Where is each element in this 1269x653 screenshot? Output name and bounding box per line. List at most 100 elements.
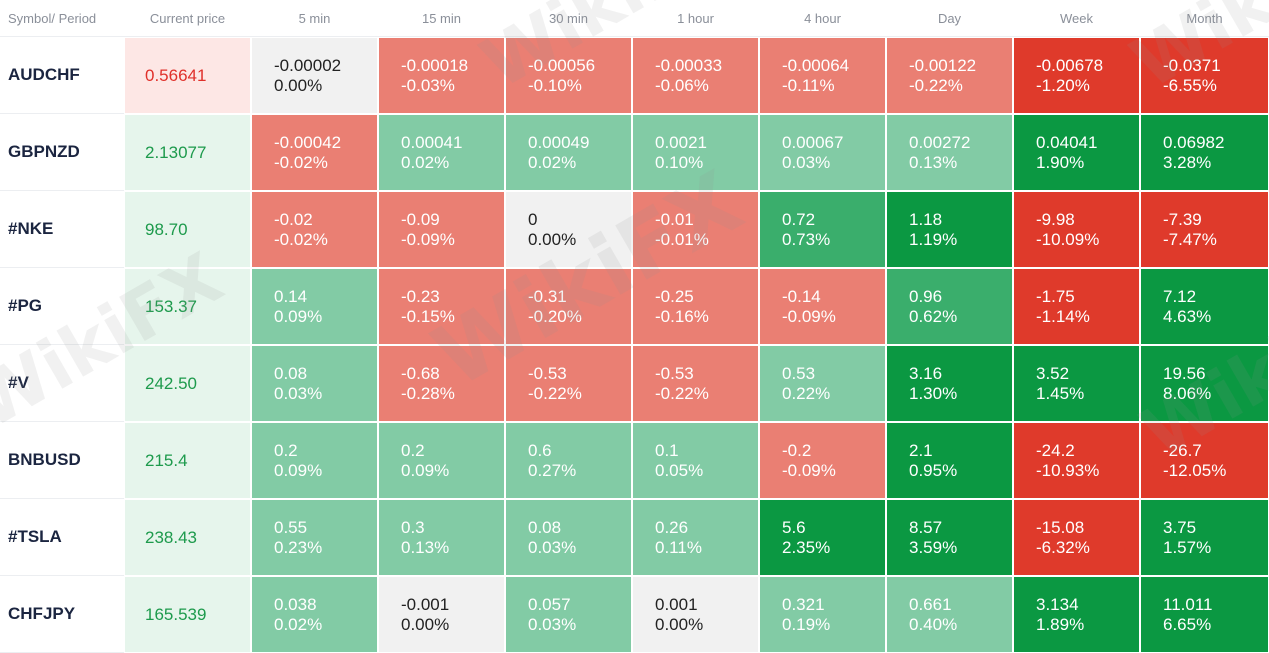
- change-value: 0.057: [528, 594, 571, 614]
- symbol-label[interactable]: GBPNZD: [0, 114, 124, 191]
- change-percent: 0.40%: [909, 614, 958, 634]
- symbol-label[interactable]: AUDCHF: [0, 37, 124, 114]
- change-value: 1.18: [909, 209, 943, 229]
- change-percent: 6.65%: [1163, 614, 1212, 634]
- change-value: -0.68: [401, 363, 440, 383]
- symbol-label[interactable]: BNBUSD: [0, 422, 124, 499]
- change-cell: -7.39 -7.47%: [1140, 191, 1269, 268]
- change-percent: 0.02%: [528, 152, 577, 172]
- change-cell: -15.08 -6.32%: [1013, 499, 1140, 576]
- change-percent: 1.30%: [909, 383, 958, 403]
- change-value: 0.00041: [401, 132, 463, 152]
- change-value: 3.75: [1163, 517, 1197, 537]
- change-percent: -10.93%: [1036, 460, 1100, 480]
- change-percent: 0.73%: [782, 229, 831, 249]
- change-value: 0.2: [274, 440, 298, 460]
- change-cell: 0.04041 1.90%: [1013, 114, 1140, 191]
- change-value: -0.01: [655, 209, 694, 229]
- change-percent: -6.32%: [1036, 537, 1090, 557]
- change-cell: -0.23 -0.15%: [378, 268, 505, 345]
- change-value: 0: [528, 209, 538, 229]
- change-cell: 0.3 0.13%: [378, 499, 505, 576]
- change-value: -0.00122: [909, 55, 977, 75]
- change-cell: 0.55 0.23%: [251, 499, 378, 576]
- change-percent: -0.09%: [401, 229, 455, 249]
- symbol-label[interactable]: #V: [0, 345, 124, 422]
- change-value: -0.00678: [1036, 55, 1104, 75]
- change-value: 0.661: [909, 594, 952, 614]
- change-cell: 0.038 0.02%: [251, 576, 378, 653]
- change-value: 0.038: [274, 594, 317, 614]
- change-percent: 0.27%: [528, 460, 577, 480]
- change-cell: -0.00002 0.00%: [251, 37, 378, 114]
- change-percent: 0.02%: [401, 152, 450, 172]
- change-cell: -0.68 -0.28%: [378, 345, 505, 422]
- change-cell: -0.00018 -0.03%: [378, 37, 505, 114]
- change-value: 19.56: [1163, 363, 1206, 383]
- change-cell: -26.7 -12.05%: [1140, 422, 1269, 499]
- change-value: 3.52: [1036, 363, 1070, 383]
- change-percent: 1.19%: [909, 229, 958, 249]
- change-percent: 0.00%: [401, 614, 450, 634]
- current-price-cell: 98.70: [124, 191, 251, 268]
- change-cell: 19.56 8.06%: [1140, 345, 1269, 422]
- change-value: -0.00056: [528, 55, 596, 75]
- change-value: -0.0371: [1163, 55, 1221, 75]
- change-cell: -9.98 -10.09%: [1013, 191, 1140, 268]
- change-cell: -0.53 -0.22%: [505, 345, 632, 422]
- change-cell: 0.2 0.09%: [251, 422, 378, 499]
- symbol-label[interactable]: #NKE: [0, 191, 124, 268]
- change-percent: -0.11%: [782, 75, 835, 95]
- symbol-label[interactable]: #PG: [0, 268, 124, 345]
- change-cell: 0.08 0.03%: [251, 345, 378, 422]
- change-value: -0.00064: [782, 55, 850, 75]
- current-price-cell: 0.56641: [124, 37, 251, 114]
- change-value: -0.00018: [401, 55, 469, 75]
- change-value: 0.04041: [1036, 132, 1098, 152]
- change-cell: 8.57 3.59%: [886, 499, 1013, 576]
- header-period-day: Day: [886, 0, 1013, 37]
- change-percent: -0.20%: [528, 306, 582, 326]
- change-cell: -0.00042 -0.02%: [251, 114, 378, 191]
- change-cell: 0.1 0.05%: [632, 422, 759, 499]
- change-value: 0.08: [274, 363, 308, 383]
- change-percent: 3.59%: [909, 537, 958, 557]
- change-value: 3.16: [909, 363, 943, 383]
- change-percent: -0.09%: [782, 306, 836, 326]
- change-cell: -0.00056 -0.10%: [505, 37, 632, 114]
- change-value: 2.1: [909, 440, 933, 460]
- change-value: 0.1: [655, 440, 679, 460]
- header-period-1hour: 1 hour: [632, 0, 759, 37]
- change-percent: 0.22%: [782, 383, 831, 403]
- current-price-cell: 165.539: [124, 576, 251, 653]
- change-percent: -0.01%: [655, 229, 709, 249]
- change-value: -0.2: [782, 440, 812, 460]
- change-value: -0.25: [655, 286, 694, 306]
- change-percent: -0.28%: [401, 383, 455, 403]
- change-value: 0.06982: [1163, 132, 1225, 152]
- change-percent: -10.09%: [1036, 229, 1100, 249]
- change-value: -0.00042: [274, 132, 342, 152]
- change-cell: 0.6 0.27%: [505, 422, 632, 499]
- symbol-label[interactable]: CHFJPY: [0, 576, 124, 653]
- change-cell: -24.2 -10.93%: [1013, 422, 1140, 499]
- header-symbol-period: Symbol/ Period: [0, 0, 124, 37]
- change-percent: -0.15%: [401, 306, 455, 326]
- header-period-4hour: 4 hour: [759, 0, 886, 37]
- change-value: -0.00002: [274, 55, 342, 75]
- change-percent: -1.14%: [1036, 306, 1090, 326]
- change-cell: 3.16 1.30%: [886, 345, 1013, 422]
- change-cell: -0.14 -0.09%: [759, 268, 886, 345]
- change-percent: 0.00%: [528, 229, 577, 249]
- change-value: -0.02: [274, 209, 313, 229]
- change-cell: -0.00122 -0.22%: [886, 37, 1013, 114]
- change-percent: -0.22%: [655, 383, 709, 403]
- symbol-label[interactable]: #TSLA: [0, 499, 124, 576]
- change-value: -0.09: [401, 209, 440, 229]
- change-value: 0.2: [401, 440, 425, 460]
- change-percent: 3.28%: [1163, 152, 1212, 172]
- change-percent: -12.05%: [1163, 460, 1227, 480]
- change-cell: 11.011 6.65%: [1140, 576, 1269, 653]
- change-value: 0.96: [909, 286, 943, 306]
- current-price-cell: 2.13077: [124, 114, 251, 191]
